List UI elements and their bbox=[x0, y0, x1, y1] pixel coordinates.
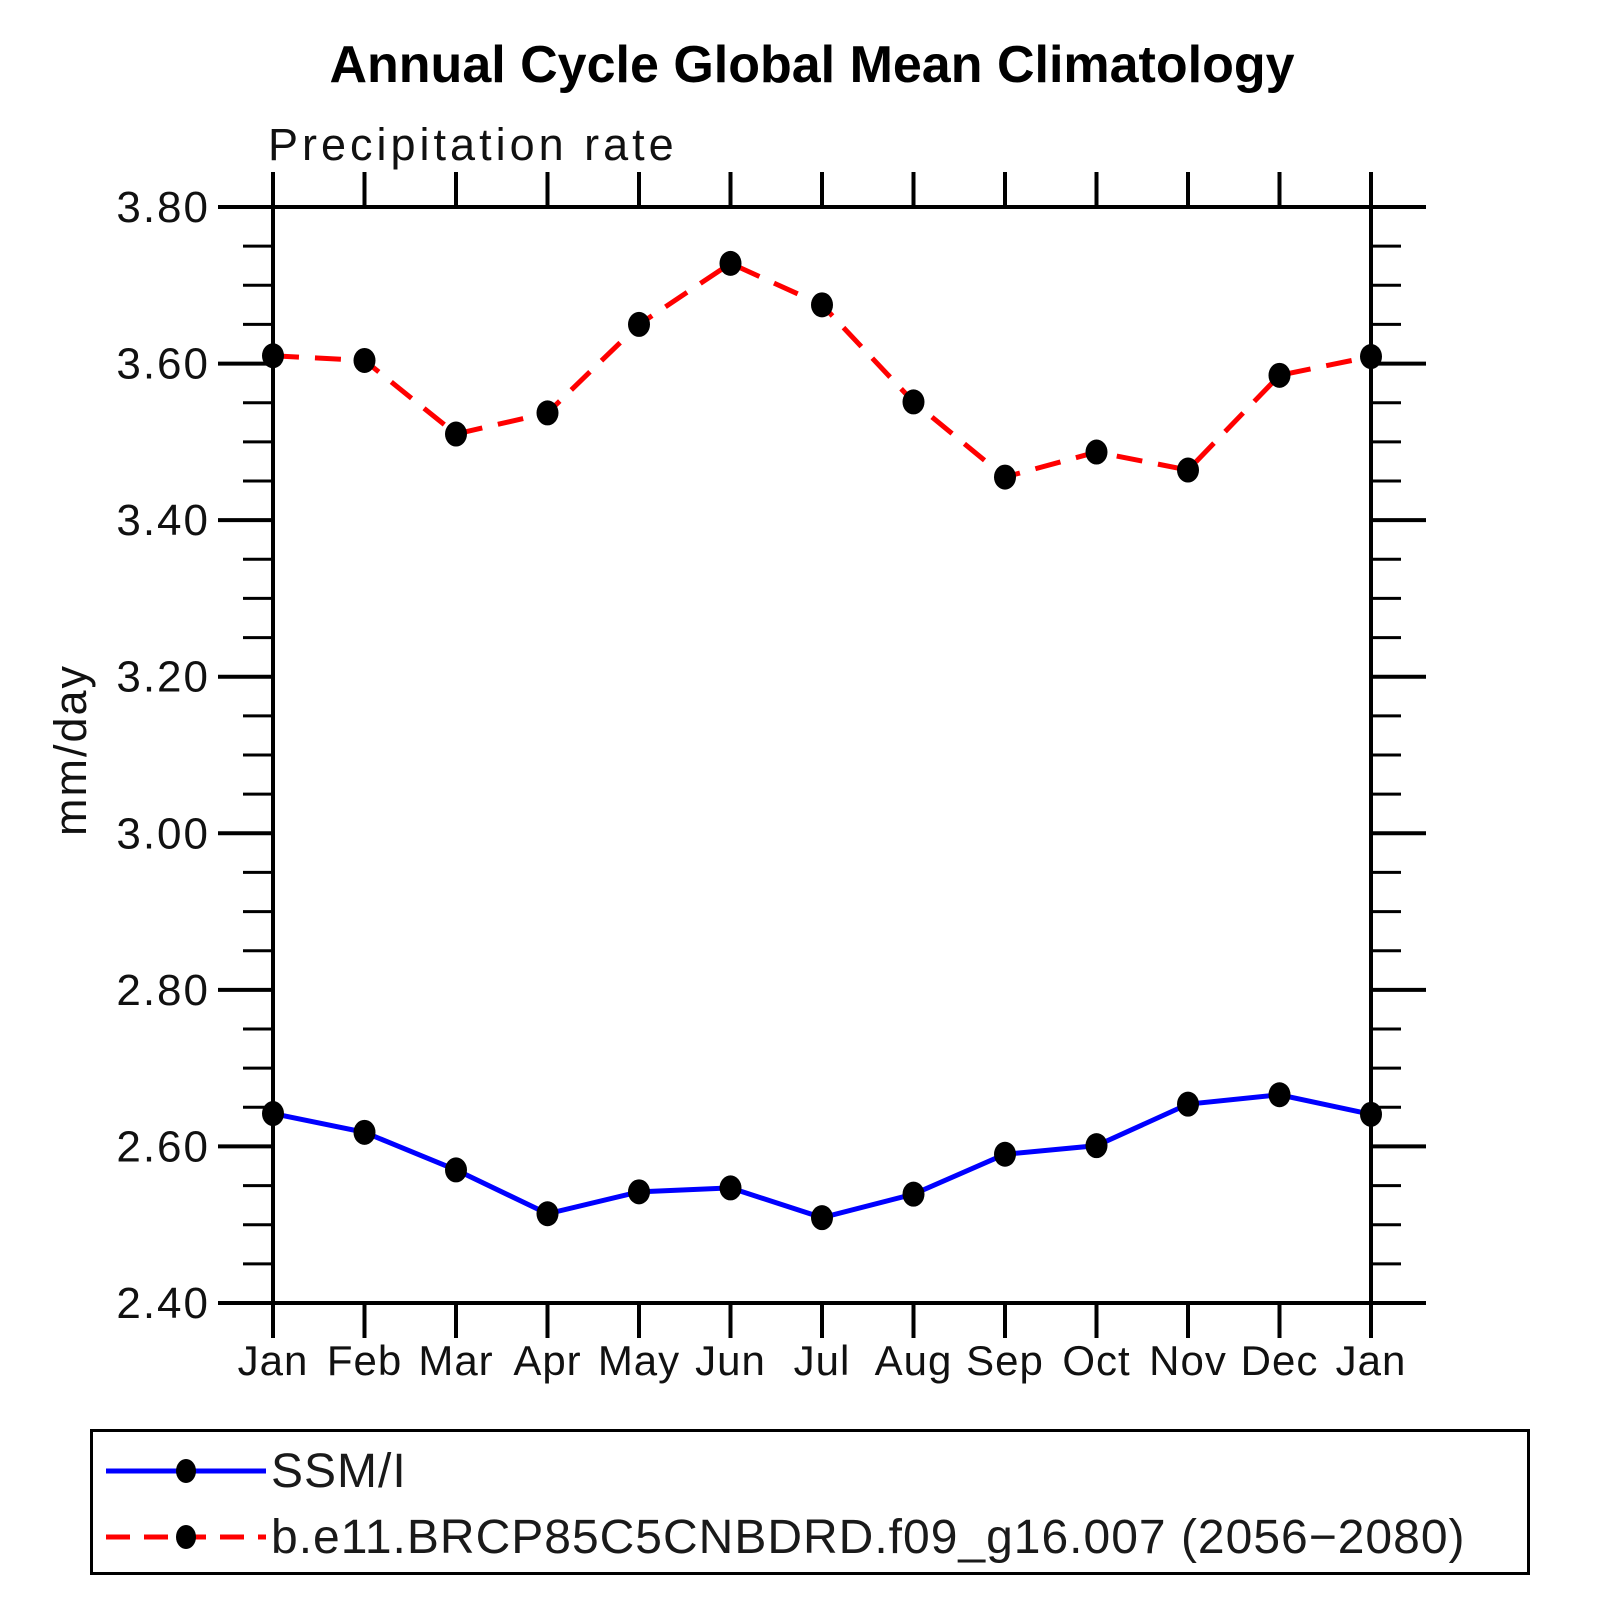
x-tick-label: Jul bbox=[794, 1337, 851, 1384]
data-point-model-dec-11 bbox=[1268, 362, 1291, 388]
data-point-model-may-4 bbox=[628, 311, 650, 337]
data-point-ssmi-sep-8 bbox=[994, 1141, 1016, 1167]
y-tick-label: 3.00 bbox=[116, 809, 210, 858]
axes: 2.40 2.60 2.80 3.00 3.20 3.40 3.60 3.80 Jan Feb Ma… bbox=[116, 172, 1426, 1384]
data-point-model-sep-8 bbox=[994, 464, 1016, 490]
data-point-model-nov-10 bbox=[1177, 457, 1199, 483]
data-point-model-apr-3 bbox=[536, 400, 559, 426]
series-line-ssmi bbox=[272, 1092, 1372, 1221]
x-tick-label: Jan bbox=[1336, 1337, 1407, 1384]
data-point-model-mar-2 bbox=[445, 421, 467, 447]
y-axis-title: mm/day bbox=[45, 664, 96, 836]
y-tick-label: 2.60 bbox=[116, 1122, 210, 1171]
legend-sample-marker bbox=[176, 1525, 196, 1549]
data-point-ssmi-dec-11 bbox=[1268, 1082, 1291, 1108]
y-tick-label: 2.80 bbox=[116, 966, 210, 1015]
x-tick-label: Nov bbox=[1149, 1337, 1227, 1384]
data-point-ssmi-jul-6 bbox=[811, 1205, 833, 1231]
data-point-model-aug-7 bbox=[902, 389, 925, 415]
data-point-model-jan-12 bbox=[1360, 344, 1382, 370]
data-point-model-oct-9 bbox=[1085, 439, 1108, 465]
y-tick-label: 3.20 bbox=[116, 653, 210, 702]
data-point-ssmi-apr-3 bbox=[536, 1201, 559, 1227]
legend-line-sample-solid bbox=[106, 1459, 266, 1483]
data-point-model-feb-1 bbox=[353, 347, 376, 373]
data-point-ssmi-may-4 bbox=[628, 1179, 650, 1205]
legend-label-model: b.e11.BRCP85C5CNBDRD.f09_g16.007 (2056−2… bbox=[271, 1510, 1466, 1564]
x-tick-label: Jan bbox=[238, 1337, 309, 1384]
y-tick-label: 3.60 bbox=[116, 340, 210, 389]
legend-item-model: b.e11.BRCP85C5CNBDRD.f09_g16.007 (2056−2… bbox=[101, 1509, 1466, 1565]
x-tick-label: Oct bbox=[1062, 1337, 1130, 1384]
y-tick-label: 2.40 bbox=[116, 1279, 210, 1328]
x-tick-label: Jun bbox=[695, 1337, 766, 1384]
legend-sample-marker bbox=[176, 1459, 196, 1483]
x-tick-label: Aug bbox=[875, 1337, 953, 1384]
x-tick-label: Mar bbox=[418, 1337, 493, 1384]
data-point-model-jun-5 bbox=[719, 250, 742, 276]
plot-subtitle: Precipitation rate bbox=[268, 119, 678, 170]
plot-frame bbox=[271, 205, 1373, 1305]
data-point-ssmi-mar-2 bbox=[445, 1157, 467, 1183]
data-point-ssmi-nov-10 bbox=[1177, 1091, 1199, 1117]
legend-item-ssmi: SSM/I bbox=[101, 1443, 407, 1499]
data-point-ssmi-jan-12 bbox=[1360, 1101, 1382, 1127]
y-tick-label: 3.80 bbox=[116, 183, 210, 232]
data-point-ssmi-oct-9 bbox=[1085, 1133, 1108, 1159]
data-point-ssmi-jun-5 bbox=[719, 1175, 742, 1201]
x-tick-label: Apr bbox=[513, 1337, 581, 1384]
data-point-model-jul-6 bbox=[811, 292, 833, 318]
data-point-model-jan-0 bbox=[262, 343, 284, 369]
x-tick-label: Sep bbox=[966, 1337, 1044, 1384]
legend-line-sample-dashed bbox=[106, 1525, 266, 1549]
page-title: Annual Cycle Global Mean Climatology bbox=[329, 36, 1294, 94]
x-tick-label: May bbox=[598, 1337, 680, 1384]
data-series bbox=[262, 250, 1382, 1231]
x-tick-label: Feb bbox=[327, 1337, 402, 1384]
data-point-ssmi-jan-0 bbox=[262, 1101, 284, 1127]
x-tick-label: Dec bbox=[1241, 1337, 1319, 1384]
legend: SSM/I b.e11.BRCP85C5CNBDRD.f09_g16.007 (… bbox=[90, 1429, 1530, 1575]
y-tick-label: 3.40 bbox=[116, 496, 210, 545]
data-point-ssmi-aug-7 bbox=[902, 1181, 925, 1207]
legend-label-ssmi: SSM/I bbox=[271, 1444, 407, 1498]
data-point-ssmi-feb-1 bbox=[353, 1119, 376, 1145]
